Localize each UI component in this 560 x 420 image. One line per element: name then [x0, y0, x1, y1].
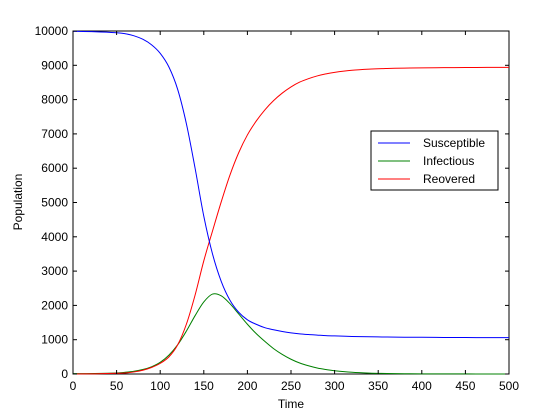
- y-tick-label-8000: 8000: [41, 93, 68, 107]
- legend-label-recovered: Reovered: [423, 172, 475, 186]
- y-tick-label-5000: 5000: [41, 196, 68, 210]
- legend-label-susceptible: Susceptible: [423, 136, 485, 150]
- y-tick-label-9000: 9000: [41, 58, 68, 72]
- tick-layer: 0 50 100 150 200 250 300 350 400 450 5000100020003…: [35, 24, 520, 393]
- x-tick-label-50: 50: [110, 379, 124, 393]
- x-tick-label-350: 350: [368, 379, 388, 393]
- y-tick-label-6000: 6000: [41, 161, 68, 175]
- series-layer: [72, 30, 510, 375]
- x-axis-label: Time: [278, 397, 305, 411]
- y-tick-label-1000: 1000: [41, 333, 68, 347]
- series-line-susceptible: [72, 30, 510, 339]
- y-tick-label-3000: 3000: [41, 264, 68, 278]
- y-tick-label-0: 0: [61, 367, 68, 381]
- plot-area: [72, 30, 510, 375]
- x-tick-label-500: 500: [499, 379, 519, 393]
- x-tick-label-150: 150: [194, 379, 214, 393]
- legend-label-infectious: Infectious: [423, 154, 474, 168]
- series-line-infectious: [72, 293, 510, 375]
- x-tick-label-200: 200: [237, 379, 257, 393]
- x-tick-label-250: 250: [281, 379, 301, 393]
- x-tick-label-300: 300: [325, 379, 345, 393]
- y-tick-label-4000: 4000: [41, 230, 68, 244]
- y-tick-label-2000: 2000: [41, 298, 68, 312]
- legend: Susceptible Infectious Reovered: [370, 130, 499, 191]
- x-tick-label-100: 100: [150, 379, 170, 393]
- x-tick-label-450: 450: [455, 379, 475, 393]
- x-tick-label-400: 400: [412, 379, 432, 393]
- series-line-reovered: [72, 66, 510, 375]
- y-tick-label-7000: 7000: [41, 127, 68, 141]
- x-tick-label-0: 0: [70, 379, 77, 393]
- y-axis-label: Population: [11, 174, 25, 231]
- y-tick-label-10000: 10000: [35, 24, 69, 38]
